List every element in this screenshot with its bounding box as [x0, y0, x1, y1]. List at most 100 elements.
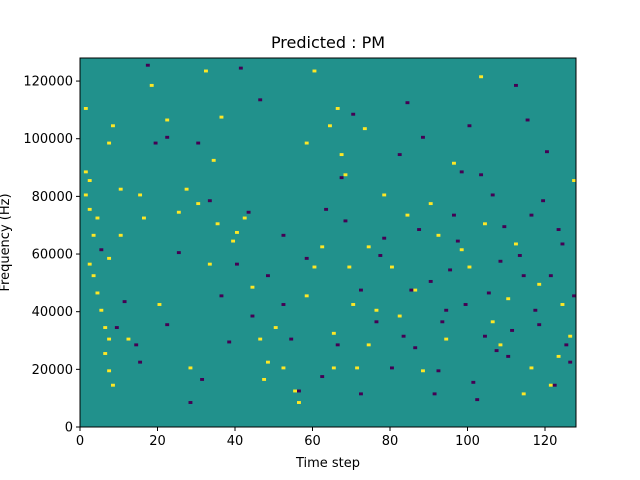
heatmap-cell-low [417, 228, 422, 231]
heatmap-cell-low [176, 251, 181, 255]
heatmap-cell-low [483, 334, 487, 338]
heatmap-cell-low [421, 135, 425, 139]
y-tick-label: 120000 [23, 75, 73, 90]
heatmap-cell-low [432, 392, 437, 396]
heatmap-cell-low [401, 334, 406, 338]
x-tick-label: 60 [304, 434, 321, 449]
heatmap-cell-high [312, 265, 317, 269]
heatmap-cell-low [122, 300, 127, 304]
heatmap-cell-high [339, 153, 344, 157]
heatmap-cell-high [142, 216, 146, 220]
x-axis-label: Time step [295, 456, 360, 471]
heatmap-cell-high [514, 242, 518, 246]
heatmap-cell-high [521, 392, 526, 396]
heatmap-cell-low [374, 320, 379, 324]
heatmap-cell-low [359, 288, 363, 292]
heatmap-cell-high [91, 274, 96, 278]
heatmap-cell-high [355, 366, 360, 370]
heatmap-cell-low [463, 303, 468, 306]
heatmap-cell-low [479, 173, 484, 177]
heatmap-cell-low [552, 383, 557, 387]
heatmap-cell-high [138, 193, 143, 197]
heatmap-cell-high [351, 303, 356, 306]
heatmap-cell-high [548, 383, 553, 387]
heatmap-cell-high [176, 210, 181, 214]
heatmap-cell-high [362, 127, 367, 131]
heatmap-cell-low [250, 314, 255, 318]
heatmap-cell-high [444, 337, 449, 341]
heatmap-cell-high [235, 230, 239, 234]
heatmap-cell-low [502, 225, 507, 229]
heatmap-cell-low [452, 213, 456, 217]
heatmap-cell-low [405, 101, 410, 105]
heatmap-cell-low [289, 337, 294, 341]
heatmap-cell-high [118, 187, 123, 191]
heatmap-cell-high [304, 141, 309, 145]
heatmap-cell-high [196, 202, 201, 206]
heatmap-cell-high [537, 282, 542, 286]
heatmap-cell-high [304, 294, 309, 298]
plot-frame [79, 57, 577, 428]
heatmap-cell-low [529, 213, 534, 217]
heatmap-cell-high [328, 124, 332, 128]
heatmap-cell-high [331, 366, 336, 370]
heatmap-cell-high [87, 207, 92, 211]
heatmap-cell-low [266, 274, 270, 278]
heatmap-cell-low [548, 274, 553, 278]
y-axis-ticks: 0 20000 40000 60000 80000 100000 120000 [23, 75, 80, 436]
heatmap-cell-high [157, 303, 162, 306]
heatmap-cell-low [297, 389, 301, 393]
heatmap-cell-low [134, 343, 139, 347]
plot-background [80, 58, 576, 427]
heatmap-cell-high [107, 141, 112, 145]
heatmap-cell-low [560, 242, 565, 246]
heatmap-cell-low [556, 228, 561, 231]
heatmap-cell-high [99, 308, 104, 312]
x-tick-label: 0 [76, 434, 84, 449]
heatmap-cell-low [114, 326, 119, 330]
y-tick-label: 40000 [32, 305, 73, 320]
heatmap-cell-low [351, 112, 356, 116]
heatmap-cell-high [215, 222, 220, 226]
heatmap-cell-low [145, 63, 150, 67]
heatmap-cell-low [572, 294, 577, 298]
heatmap-cell-high [556, 354, 561, 358]
heatmap-cell-low [188, 401, 193, 404]
heatmap-cell-high [498, 343, 503, 347]
heatmap-cell-high [95, 216, 100, 220]
heatmap-cell-low [390, 366, 394, 370]
heatmap-cell-low [514, 83, 518, 87]
heatmap-cell-high [83, 193, 88, 197]
heatmap-cell-high [347, 265, 352, 269]
heatmap-cell-low [281, 233, 286, 237]
heatmap-cell-high [490, 320, 495, 324]
x-tick-label: 80 [382, 434, 399, 449]
heatmap-cell-low [471, 380, 476, 384]
heatmap-cell-low [517, 254, 522, 257]
heatmap-cell-high [397, 314, 402, 318]
heatmap-cell-high [87, 262, 92, 266]
heatmap-cell-low [436, 369, 441, 373]
heatmap-cell-low [304, 256, 309, 260]
heatmap-cell-high [107, 369, 112, 373]
heatmap-cell-low [525, 118, 530, 122]
heatmap-cell-high [149, 83, 154, 87]
heatmap-cell-low [541, 199, 546, 203]
heatmap-cell-low [448, 268, 453, 272]
heatmap-cell-low [165, 323, 170, 327]
heatmap-cell-high [126, 337, 131, 341]
heatmap-cell-high [297, 401, 301, 404]
heatmap-cell-high [83, 170, 88, 174]
heatmap-cell-high [103, 352, 108, 355]
heatmap-cell-low [200, 377, 205, 381]
heatmap-cell-low [343, 219, 348, 223]
heatmap-cell-high [281, 366, 286, 370]
heatmap-cell-low [324, 207, 329, 211]
heatmap-cell-high [165, 118, 170, 122]
heatmap-cell-high [83, 107, 88, 110]
heatmap-cell-low [196, 141, 201, 145]
x-tick-label: 40 [227, 434, 244, 449]
heatmap-cell-low [444, 308, 449, 312]
heatmap-cell-high [405, 213, 410, 217]
